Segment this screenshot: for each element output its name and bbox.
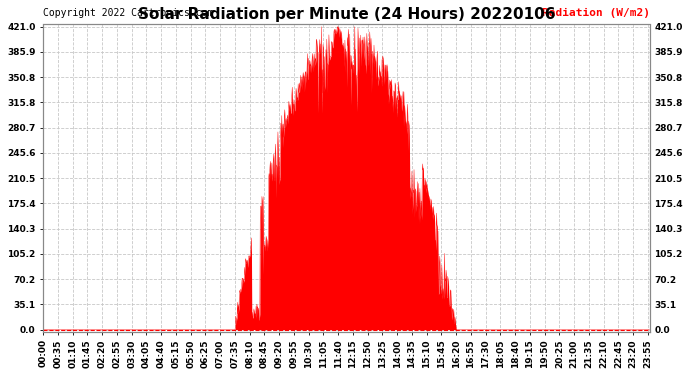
Text: Copyright 2022 Cartronics.com: Copyright 2022 Cartronics.com xyxy=(43,8,214,18)
Text: Radiation (W/m2): Radiation (W/m2) xyxy=(542,8,649,18)
Title: Solar Radiation per Minute (24 Hours) 20220106: Solar Radiation per Minute (24 Hours) 20… xyxy=(137,7,555,22)
